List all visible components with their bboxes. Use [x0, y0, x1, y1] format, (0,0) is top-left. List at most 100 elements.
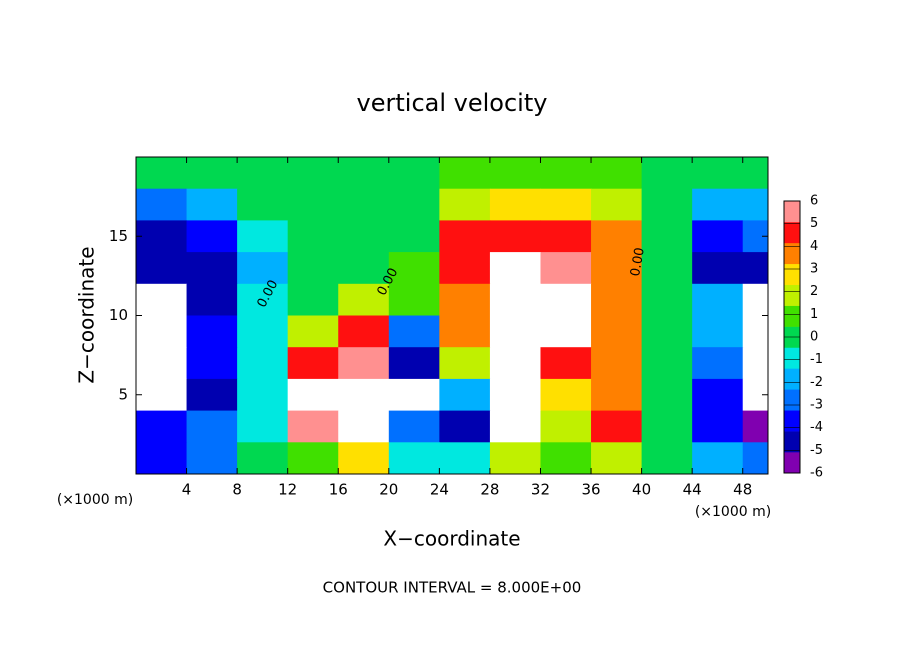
heatmap-cell [287, 252, 339, 285]
heatmap-cell [692, 283, 744, 316]
x-tick-label: 16 [329, 481, 348, 499]
colorbar-tick-label: 6 [810, 194, 818, 209]
heatmap-cell [540, 442, 592, 474]
colorbar-swatch [784, 410, 800, 432]
heatmap-cell [136, 252, 188, 285]
heatmap-cell [439, 315, 491, 348]
x-tick-label: 20 [379, 481, 398, 499]
heatmap [136, 157, 768, 474]
heatmap-cell [338, 157, 390, 190]
heatmap-cell [692, 410, 744, 443]
heatmap-cell [186, 410, 238, 443]
heatmap-cell [742, 410, 768, 443]
heatmap-cell [489, 283, 541, 316]
heatmap-cell [489, 347, 541, 380]
heatmap-cell [186, 157, 238, 190]
colorbar-tick-label: 5 [810, 216, 818, 231]
colorbar-tick-label: -4 [810, 420, 823, 435]
colorbar-swatch [784, 201, 800, 223]
heatmap-cell [591, 252, 643, 285]
heatmap-cell [388, 347, 440, 380]
heatmap-cell [237, 220, 289, 253]
heatmap-cell [641, 252, 693, 285]
colorbar-swatch [784, 452, 800, 474]
heatmap-cell [591, 378, 643, 412]
heatmap-cell [136, 188, 188, 221]
heatmap-cell [540, 220, 592, 253]
heatmap-cell [237, 157, 289, 190]
heatmap-cell [136, 442, 188, 474]
heatmap-cell [641, 410, 693, 443]
heatmap-cell [591, 347, 643, 380]
heatmap-cell [489, 442, 541, 474]
heatmap-cell [338, 283, 390, 316]
heatmap-cell [237, 378, 289, 412]
heatmap-cell [439, 252, 491, 285]
heatmap-cell [439, 220, 491, 253]
heatmap-cell [439, 188, 491, 221]
heatmap-cell [540, 315, 592, 348]
heatmap-cell [338, 378, 390, 412]
heatmap-cell [591, 220, 643, 253]
heatmap-cell [489, 378, 541, 412]
heatmap-cell [540, 347, 592, 380]
x-tick-label: 12 [278, 481, 297, 499]
heatmap-cell [186, 220, 238, 253]
heatmap-cell [338, 188, 390, 221]
heatmap-cell [641, 347, 693, 380]
heatmap-cell [742, 252, 768, 285]
heatmap-cell [591, 410, 643, 443]
heatmap-cell [338, 410, 390, 443]
heatmap-cell [388, 283, 440, 316]
heatmap-cell [237, 252, 289, 285]
x-tick-label: 36 [581, 481, 600, 499]
colorbar-swatch [784, 305, 800, 327]
heatmap-cell [388, 378, 440, 412]
heatmap-cell [338, 347, 390, 380]
x-tick-label: 24 [430, 481, 449, 499]
heatmap-cell [287, 378, 339, 412]
heatmap-cell [489, 157, 541, 190]
colorbar-swatch [784, 284, 800, 306]
heatmap-cell [692, 315, 744, 348]
heatmap-cell [439, 442, 491, 474]
heatmap-cell [186, 283, 238, 316]
colorbar-tick-label: -2 [810, 375, 823, 390]
y-axis-label: Z−coordinate [75, 246, 99, 383]
heatmap-cell [186, 442, 238, 474]
heatmap-cell [388, 442, 440, 474]
colorbar-swatch [784, 347, 800, 369]
colorbar-swatch [784, 221, 800, 244]
heatmap-cell [237, 188, 289, 221]
x-tick-label: 4 [182, 481, 192, 499]
heatmap-cell [287, 188, 339, 221]
heatmap-cell [237, 315, 289, 348]
heatmap-cell [489, 252, 541, 285]
heatmap-cell [287, 442, 339, 474]
heatmap-cell [186, 347, 238, 380]
heatmap-cell [742, 188, 768, 221]
contour-label: 0.00 [628, 246, 648, 277]
colorbar-swatch [784, 389, 800, 411]
heatmap-cell [287, 283, 339, 316]
colorbar-tick-label: 0 [810, 330, 818, 345]
heatmap-cell [742, 157, 768, 190]
heatmap-cell [641, 378, 693, 412]
heatmap-cell [136, 347, 188, 380]
heatmap-cell [489, 188, 541, 221]
heatmap-cell [136, 157, 188, 190]
heatmap-cell [439, 157, 491, 190]
heatmap-cell [489, 220, 541, 253]
heatmap-cell [439, 378, 491, 412]
heatmap-cell [186, 252, 238, 285]
heatmap-cell [489, 410, 541, 443]
heatmap-cell [692, 378, 744, 412]
heatmap-cell [439, 283, 491, 316]
heatmap-cell [237, 347, 289, 380]
heatmap-cell [338, 220, 390, 253]
heatmap-cell [591, 188, 643, 221]
heatmap-cell [540, 283, 592, 316]
heatmap-cell [136, 315, 188, 348]
heatmap-cell [540, 410, 592, 443]
